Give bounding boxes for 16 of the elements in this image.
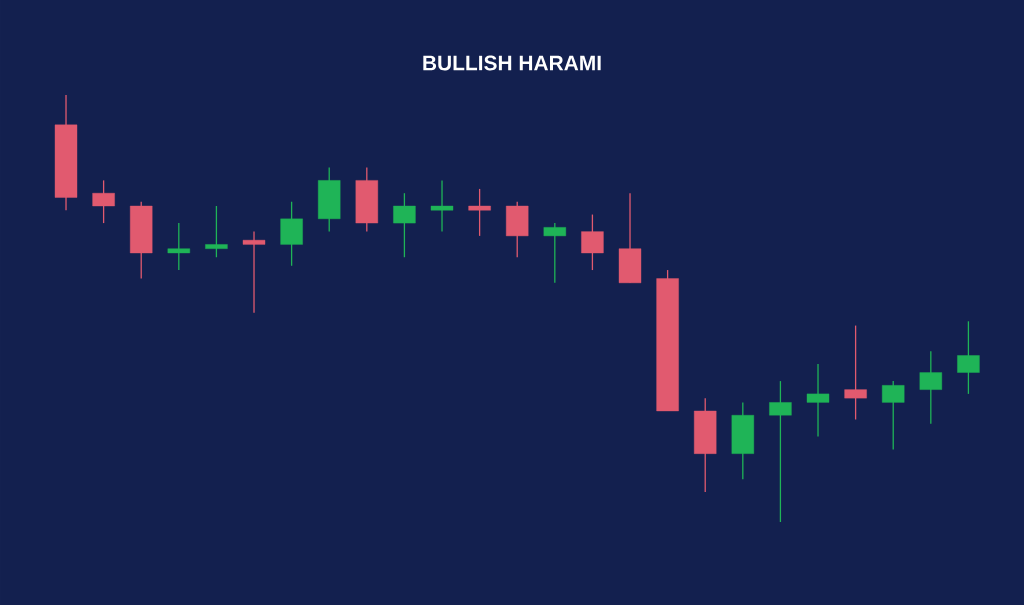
candlestick (882, 380, 905, 451)
candlestick (92, 179, 115, 224)
chart-title: BULLISH HARAMI (423, 55, 601, 71)
candlestick (919, 350, 943, 425)
candlestick (769, 380, 792, 523)
candlestick (430, 179, 454, 233)
candlestick (806, 363, 830, 438)
candlestick (581, 213, 604, 271)
candlestick (242, 230, 266, 314)
candlestick (167, 222, 191, 271)
candlestick (468, 188, 491, 237)
candlestick (393, 192, 416, 258)
candlestick (205, 205, 228, 258)
candlestick (844, 324, 867, 421)
candlestick (543, 222, 567, 284)
candlestick (957, 320, 980, 395)
